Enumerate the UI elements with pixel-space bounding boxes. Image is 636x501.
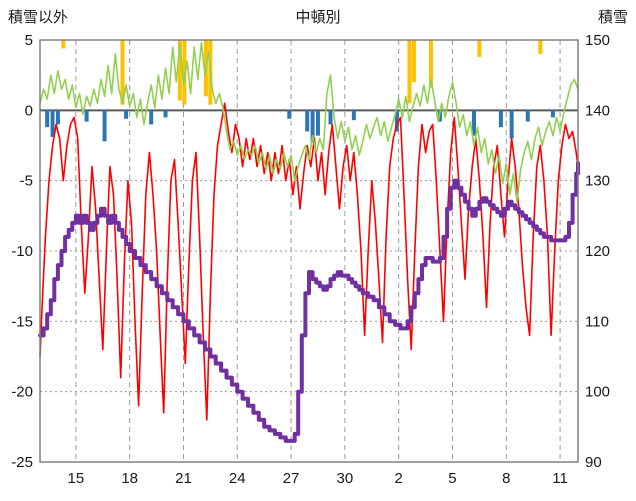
blue-bars <box>550 110 555 118</box>
orange-bars <box>61 40 66 49</box>
right-axis-title: 積雪 <box>597 9 628 26</box>
chart-title: 中頓別 <box>295 9 341 26</box>
right-axis-tick-label: 130 <box>585 173 610 190</box>
blue-bars <box>394 110 399 132</box>
orange-bars <box>477 40 482 57</box>
left-axis-tick-label: -15 <box>11 313 33 330</box>
blue-bars <box>471 110 476 136</box>
left-axis-tick-label: -5 <box>20 173 33 190</box>
blue-bars <box>509 110 514 139</box>
green-line <box>39 42 579 203</box>
left-axis-tick-label: -25 <box>11 454 33 471</box>
right-axis-tick-label: 120 <box>585 243 610 260</box>
left-axis-tick-label: 0 <box>25 102 33 119</box>
orange-bars <box>411 40 416 83</box>
blue-bars <box>525 110 530 122</box>
x-axis-tick-label: 27 <box>283 470 300 487</box>
orange-bars <box>177 40 182 101</box>
right-axis-tick-label: 140 <box>585 102 610 119</box>
x-axis-tick-label: 2 <box>394 470 402 487</box>
blue-bars <box>55 110 60 125</box>
x-axis-tick-label: 21 <box>175 470 192 487</box>
left-axis-tick-label: -20 <box>11 384 33 401</box>
x-axis-tick-label: 11 <box>552 470 568 487</box>
blue-bars <box>351 110 356 121</box>
right-axis-tick-label: 100 <box>585 384 610 401</box>
blue-bars <box>310 110 315 143</box>
blue-bars <box>149 110 154 125</box>
blue-bars <box>124 110 129 119</box>
x-axis-tick-label: 18 <box>121 470 138 487</box>
blue-bars <box>45 110 50 128</box>
orange-bars <box>428 40 433 88</box>
x-axis-tick-label: 5 <box>448 470 456 487</box>
blue-bars <box>287 110 292 119</box>
x-axis-tick-label: 8 <box>502 470 510 487</box>
plot-border <box>39 39 579 463</box>
left-axis-tick-label: -10 <box>11 243 33 260</box>
blue-bars <box>498 110 503 128</box>
x-axis-tick-label: 30 <box>337 470 354 487</box>
right-axis-tick-label: 90 <box>585 454 602 471</box>
purple-snow-depth-line <box>38 161 580 443</box>
x-axis-tick-label: 15 <box>68 470 85 487</box>
right-axis-tick-label: 110 <box>585 313 609 330</box>
blue-bars <box>163 110 168 118</box>
right-axis-tick-label: 150 <box>585 32 610 49</box>
blue-bars <box>315 110 320 136</box>
orange-bars <box>120 40 125 105</box>
blue-bars <box>50 110 55 138</box>
blue-bars <box>305 110 310 132</box>
blue-bars <box>102 110 107 142</box>
blue-bars <box>84 110 89 122</box>
orange-bars <box>182 40 187 105</box>
left-axis-tick-label: 5 <box>25 32 33 49</box>
orange-bars <box>407 40 412 104</box>
red-temperature-line <box>39 102 579 421</box>
x-axis-tick-label: 24 <box>229 470 246 487</box>
orange-bars <box>538 40 543 55</box>
blue-bars <box>328 110 333 125</box>
left-axis-title: 積雪以外 <box>8 9 69 26</box>
